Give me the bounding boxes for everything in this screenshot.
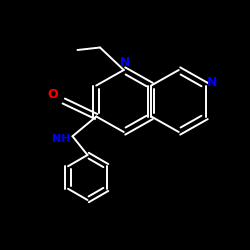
Text: NH: NH [52, 134, 70, 144]
Text: N: N [120, 56, 130, 70]
Text: N: N [206, 76, 217, 90]
Text: O: O [47, 88, 58, 102]
